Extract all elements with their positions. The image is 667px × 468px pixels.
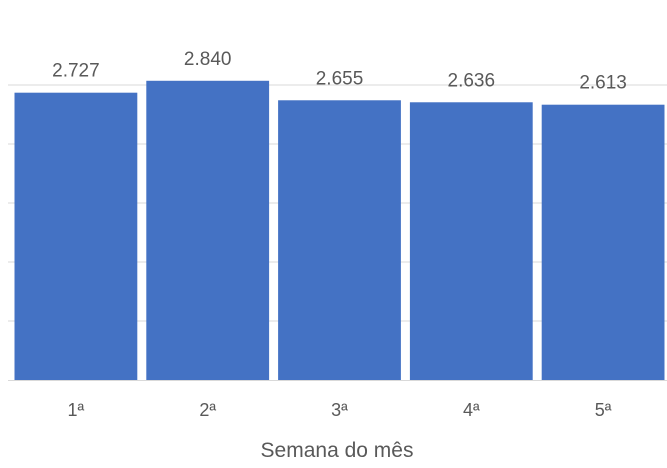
bar-5: [541, 104, 665, 380]
data-label-4: 2.636: [448, 70, 496, 91]
data-label-5: 2.613: [579, 73, 627, 94]
x-axis-title: Semana do mês: [261, 439, 414, 462]
x-tick-label-5: 5ª: [595, 400, 612, 420]
bar-4: [409, 102, 533, 381]
x-tick-label-3: 3ª: [331, 400, 348, 420]
data-label-3: 2.655: [316, 68, 364, 89]
data-label-2: 2.840: [184, 49, 232, 70]
x-tick-label-2: 2ª: [199, 400, 216, 420]
x-tick-label-1: 1ª: [68, 400, 85, 420]
data-labels: 2.727 2.840 2.655 2.636 2.613: [52, 49, 627, 94]
data-label-1: 2.727: [52, 61, 100, 82]
bar-1: [14, 92, 138, 380]
bar-3: [278, 100, 401, 380]
bar-2: [146, 80, 270, 381]
x-axis-tick-labels: 1ª 2ª 3ª 4ª 5ª: [68, 400, 612, 420]
bar-series: [14, 80, 665, 381]
x-tick-label-4: 4ª: [463, 400, 480, 420]
